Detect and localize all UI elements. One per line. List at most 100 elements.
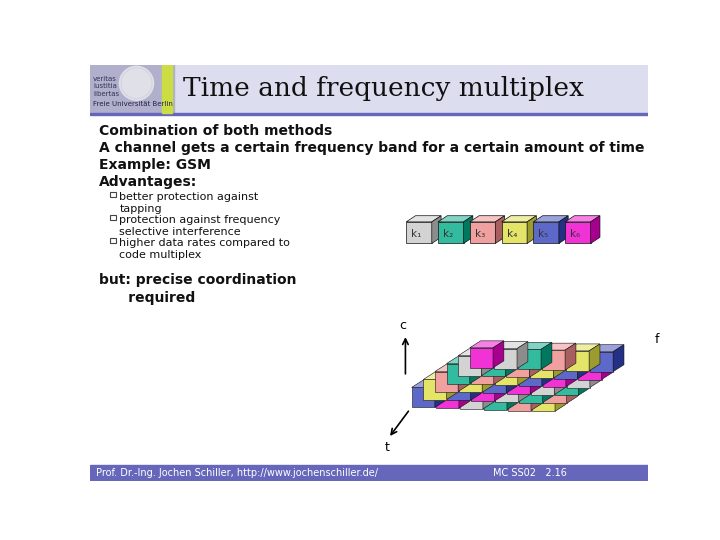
Polygon shape	[495, 365, 518, 385]
Bar	[110, 192, 116, 197]
Polygon shape	[483, 366, 517, 373]
Text: f: f	[655, 333, 660, 346]
Polygon shape	[484, 383, 518, 390]
Text: MC SS02   2.16: MC SS02 2.16	[493, 468, 567, 478]
Polygon shape	[436, 388, 459, 408]
Polygon shape	[554, 359, 577, 379]
Polygon shape	[519, 376, 554, 382]
Polygon shape	[469, 215, 505, 222]
Polygon shape	[543, 360, 577, 367]
Polygon shape	[482, 366, 493, 393]
Polygon shape	[438, 222, 464, 244]
Polygon shape	[542, 350, 565, 370]
Polygon shape	[464, 215, 473, 244]
Text: A channel gets a certain frequency band for a certain amount of time: A channel gets a certain frequency band …	[99, 141, 645, 155]
Polygon shape	[447, 380, 471, 400]
Polygon shape	[534, 222, 559, 244]
Polygon shape	[613, 345, 624, 372]
Polygon shape	[590, 361, 600, 388]
Polygon shape	[423, 373, 457, 380]
Polygon shape	[530, 367, 541, 394]
Polygon shape	[412, 381, 446, 387]
Polygon shape	[590, 345, 624, 352]
Polygon shape	[435, 364, 469, 372]
Polygon shape	[459, 382, 494, 389]
Polygon shape	[506, 366, 517, 393]
Text: k₁: k₁	[411, 229, 422, 239]
Polygon shape	[508, 383, 542, 390]
Text: Combination of both methods: Combination of both methods	[99, 124, 333, 138]
Text: k₆: k₆	[570, 229, 580, 239]
Polygon shape	[517, 342, 528, 369]
Polygon shape	[446, 373, 457, 400]
Polygon shape	[406, 215, 441, 222]
Bar	[90, 65, 174, 112]
Polygon shape	[458, 349, 492, 356]
Polygon shape	[495, 382, 518, 402]
Text: Advantages:: Advantages:	[99, 175, 197, 189]
Polygon shape	[532, 384, 566, 391]
Polygon shape	[544, 376, 577, 383]
Text: t: t	[384, 441, 390, 454]
Polygon shape	[531, 375, 554, 395]
Polygon shape	[459, 389, 483, 409]
Polygon shape	[471, 373, 482, 400]
Polygon shape	[423, 380, 446, 400]
Text: but: precise coordination
      required: but: precise coordination required	[99, 273, 297, 305]
Polygon shape	[507, 374, 530, 394]
Polygon shape	[495, 375, 529, 382]
Polygon shape	[518, 375, 529, 402]
Polygon shape	[459, 373, 482, 393]
Text: c: c	[400, 319, 407, 332]
Polygon shape	[567, 376, 577, 403]
Polygon shape	[508, 390, 531, 410]
Polygon shape	[578, 353, 612, 360]
Polygon shape	[482, 349, 516, 356]
Bar	[162, 65, 172, 112]
Polygon shape	[531, 383, 542, 410]
Polygon shape	[506, 357, 529, 377]
Polygon shape	[554, 368, 565, 395]
Polygon shape	[590, 215, 600, 244]
Text: k₅: k₅	[539, 229, 549, 239]
Polygon shape	[493, 341, 504, 368]
Text: Freie Universität Berlin: Freie Universität Berlin	[93, 101, 173, 107]
Polygon shape	[482, 356, 505, 376]
Polygon shape	[482, 349, 492, 376]
Polygon shape	[566, 360, 577, 387]
Polygon shape	[559, 215, 568, 244]
Polygon shape	[518, 358, 528, 385]
Polygon shape	[469, 357, 481, 383]
Polygon shape	[530, 351, 564, 358]
Polygon shape	[502, 222, 527, 244]
Polygon shape	[518, 342, 552, 349]
Polygon shape	[494, 342, 528, 348]
Text: k₃: k₃	[475, 229, 485, 239]
Polygon shape	[531, 368, 565, 375]
Circle shape	[120, 66, 153, 100]
Polygon shape	[472, 374, 505, 381]
Polygon shape	[590, 352, 613, 372]
Polygon shape	[554, 352, 588, 359]
Polygon shape	[577, 352, 588, 379]
Polygon shape	[578, 360, 601, 380]
Polygon shape	[471, 357, 505, 364]
Polygon shape	[565, 343, 576, 370]
Polygon shape	[495, 374, 505, 401]
Polygon shape	[432, 215, 441, 244]
Text: k₂: k₂	[443, 229, 454, 239]
Polygon shape	[446, 357, 481, 363]
Polygon shape	[458, 364, 469, 391]
Polygon shape	[567, 361, 600, 368]
Polygon shape	[518, 349, 541, 369]
Polygon shape	[534, 215, 568, 222]
Polygon shape	[412, 387, 435, 408]
Polygon shape	[567, 368, 590, 388]
Bar	[110, 215, 116, 220]
Bar	[90, 112, 648, 115]
Polygon shape	[565, 215, 600, 222]
Polygon shape	[483, 382, 494, 409]
Polygon shape	[542, 359, 553, 386]
Polygon shape	[435, 372, 458, 392]
Polygon shape	[532, 392, 555, 411]
